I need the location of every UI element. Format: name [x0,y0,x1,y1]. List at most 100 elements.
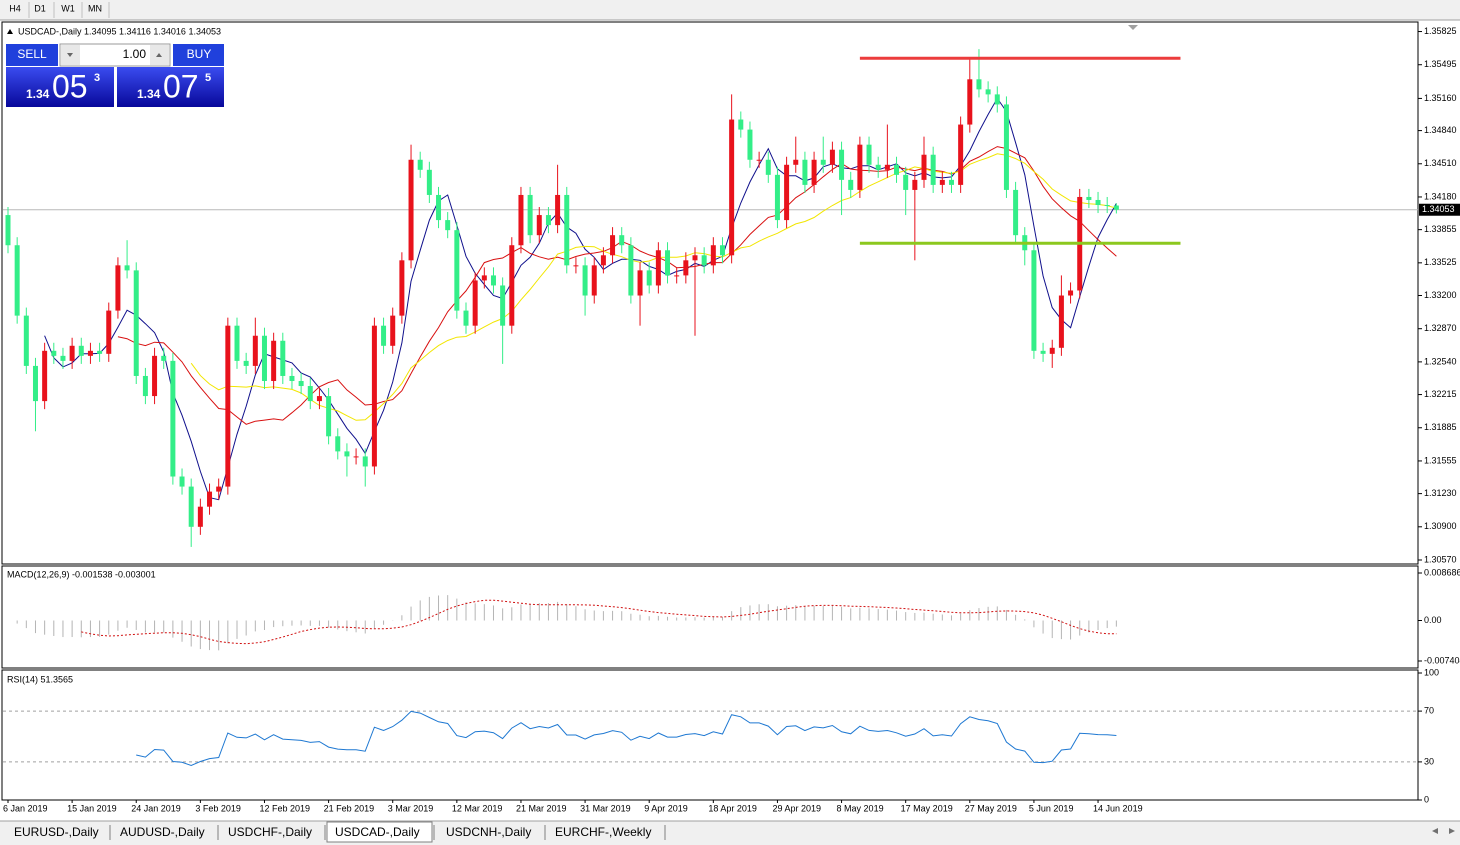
candle-body [564,194,570,266]
candle-body [289,375,295,381]
lots-field[interactable] [59,43,171,67]
candle-body [1086,196,1092,200]
candle-body [225,325,231,487]
candle-body [857,144,863,190]
symbol-tab[interactable]: USDCNH-,Daily [446,825,531,839]
y-tick-label: 1.33200 [1424,290,1457,300]
timeframe-tab[interactable]: H4 [9,3,21,13]
candle-body [271,340,277,381]
candle-body [252,335,258,366]
candle-body [133,270,139,376]
timeframe-tab[interactable]: MN [88,3,102,13]
buy-button[interactable] [173,44,224,66]
candle-body [142,375,148,397]
x-tick-label: 29 Apr 2019 [772,803,821,813]
candle-body [381,325,387,346]
y-tick-label: 1.35825 [1424,26,1457,36]
candle-body [1095,199,1101,206]
candle-body [518,194,524,246]
x-tick-label: 31 Mar 2019 [580,803,631,813]
x-tick-label: 8 May 2019 [837,803,884,813]
y-tick-label: 0.00 [1424,615,1442,625]
candle-body [894,164,900,175]
candle-body [426,169,432,195]
timeframe-tab[interactable]: W1 [61,3,75,13]
y-tick-label: 1.30900 [1424,521,1457,531]
bid-big: 1.34 [26,87,50,101]
candle-body [811,159,817,185]
scroll-right[interactable] [1449,828,1455,834]
candle-body [875,164,881,170]
lots-up-arrow [156,53,162,57]
candle-body [628,245,634,296]
x-tick-label: 12 Mar 2019 [452,803,503,813]
candle-body [921,154,927,180]
candle-body [344,451,350,457]
indicator-title: MACD(12,26,9) -0.001538 -0.003001 [7,569,156,579]
candle-body [600,255,606,266]
symbol-tab[interactable]: USDCAD-,Daily [335,825,420,839]
candle-body [106,310,112,354]
candle-body [207,491,213,507]
candle-body [610,235,616,256]
ask-box[interactable] [117,67,224,107]
candle-body [820,159,826,165]
candle-body [32,365,38,402]
x-tick-label: 21 Mar 2019 [516,803,567,813]
candle-body [234,325,240,361]
candle-body [1113,205,1119,210]
candle-body [839,149,845,180]
candle-body [5,215,11,246]
scroll-left[interactable] [1432,828,1438,834]
y-tick-label: 1.33855 [1424,224,1457,234]
lots-down-arrow [67,53,73,57]
main-window [1,21,1419,565]
candle-body [445,220,451,231]
y-tick-label: 1.32215 [1424,389,1457,399]
y-tick-label: 100 [1424,667,1439,677]
candle-body [1031,250,1037,351]
x-tick-label: 27 May 2019 [965,803,1017,813]
candle-body [69,345,75,361]
y-tick-label: -0.007404 [1424,655,1460,665]
candle-body [14,245,20,316]
candle-body [793,159,799,165]
bid-fraction: 3 [94,72,100,84]
chart-title: USDCAD-,Daily 1.34095 1.34116 1.34016 1.… [18,26,221,36]
candle-body [976,79,982,90]
candle-body [903,174,909,190]
candle-body [710,245,716,266]
timeframe-tab[interactable]: D1 [34,3,46,13]
candle-body [729,119,735,256]
active-tab[interactable] [326,821,433,843]
macd-signal [81,599,1117,645]
sell-button[interactable] [6,44,58,66]
symbol-tab[interactable]: EURCHF-,Weekly [555,825,651,839]
symbol-tab[interactable]: AUDUSD-,Daily [120,825,205,839]
lots-value: 1.00 [123,47,147,61]
candle-body [536,215,542,236]
candle-body [637,270,643,296]
candle-body [436,194,442,221]
candle-body [545,215,551,226]
candle-body [802,159,808,185]
candle-body [756,159,762,161]
buy-label: BUY [187,47,212,61]
symbol-tab[interactable]: USDCHF-,Daily [228,825,312,839]
candle-body [829,149,835,165]
candle-body [619,235,625,246]
candle-body [481,275,487,281]
candle-body [994,94,1000,105]
candle-body [1068,290,1074,296]
symbol-tab[interactable]: EURUSD-,Daily [14,825,99,839]
bid-pips: 05 [52,68,88,104]
x-tick-label: 12 Feb 2019 [259,803,310,813]
candle-body [463,310,469,326]
y-tick-label: 1.30570 [1424,554,1457,564]
candle-body [573,265,579,267]
bid-box[interactable] [6,67,114,107]
candle-body [1003,104,1009,190]
candle-body [719,245,725,256]
candle-body [408,159,414,261]
